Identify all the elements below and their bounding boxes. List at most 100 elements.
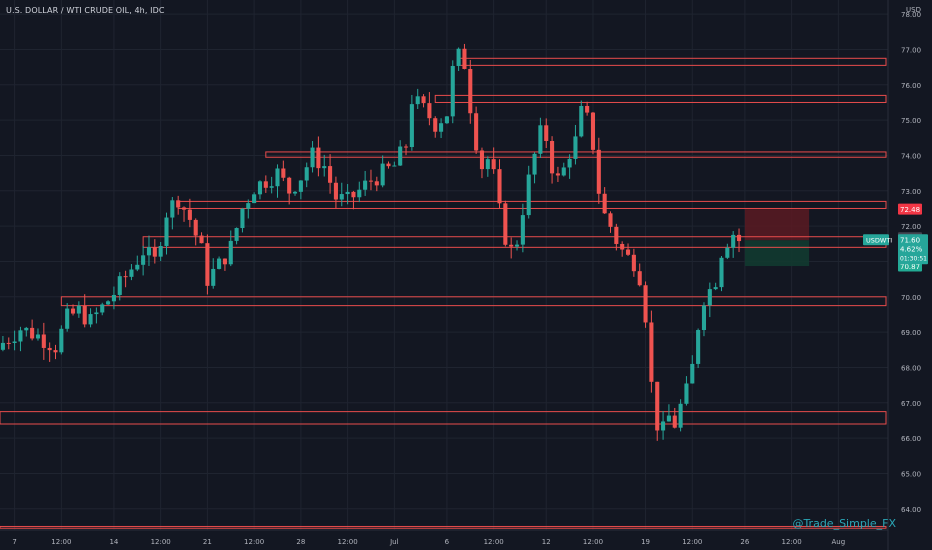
candle-body <box>24 327 29 331</box>
candle <box>532 152 537 184</box>
candle <box>6 337 11 350</box>
candle <box>678 399 683 432</box>
candle-body <box>403 146 409 148</box>
candle-body <box>12 341 17 343</box>
candle <box>433 116 438 138</box>
y-tick-label: 67.00 <box>901 400 921 408</box>
candle <box>427 92 432 126</box>
candle-body <box>538 125 543 154</box>
candle <box>538 117 543 158</box>
candle <box>222 258 227 271</box>
candle-body <box>625 249 631 255</box>
y-tick-label: 66.00 <box>901 435 921 443</box>
candle-body <box>666 415 671 422</box>
candle-body <box>316 147 321 169</box>
candle <box>707 282 712 318</box>
candle <box>731 231 736 258</box>
candle-body <box>146 247 152 256</box>
candle <box>625 243 631 256</box>
candle <box>713 282 718 291</box>
candle-body <box>164 217 169 246</box>
candle-body <box>281 168 286 178</box>
watermark: @Trade_Simple_FX <box>792 517 896 530</box>
candle <box>637 263 642 287</box>
candle-body <box>707 289 712 306</box>
candle <box>690 355 695 384</box>
candle <box>41 322 46 360</box>
candle-body <box>211 268 216 286</box>
candle <box>88 308 93 328</box>
candle-body <box>643 285 648 323</box>
candle-body <box>181 207 187 210</box>
candle-body <box>30 327 35 339</box>
candle-body <box>368 180 374 182</box>
candle-body <box>427 103 432 119</box>
candle-body <box>328 166 333 183</box>
candle-body <box>579 105 584 137</box>
y-tick-label: 64.00 <box>901 506 921 514</box>
candle-body <box>701 305 707 331</box>
candle <box>468 59 473 124</box>
candle-body <box>53 350 58 353</box>
candle <box>544 118 549 149</box>
candle-body <box>152 247 157 257</box>
x-tick-label: 12:00 <box>244 538 264 546</box>
candle-body <box>298 180 303 192</box>
candle-body <box>357 189 362 198</box>
candle-body <box>550 140 555 174</box>
grid-lines <box>0 0 888 530</box>
candle-body <box>76 305 81 314</box>
candle <box>474 106 479 154</box>
x-tick-label: 19 <box>641 538 650 546</box>
candle <box>24 326 29 337</box>
candle <box>76 301 81 318</box>
candle <box>100 302 105 316</box>
x-tick-label: 12:00 <box>682 538 702 546</box>
candle-body <box>398 146 403 166</box>
candle <box>123 270 128 288</box>
candle <box>392 161 397 167</box>
candle <box>281 160 286 182</box>
candle-body <box>94 312 99 315</box>
candle-body <box>88 314 93 325</box>
y-tick-label: 73.00 <box>901 188 921 196</box>
candle <box>135 255 140 272</box>
candle <box>287 176 292 205</box>
candle <box>187 198 192 228</box>
candle <box>596 137 601 204</box>
candle <box>47 342 52 362</box>
candle <box>298 180 303 200</box>
candle <box>170 197 175 230</box>
candle <box>386 161 391 169</box>
candle <box>333 176 338 209</box>
candle <box>631 248 636 277</box>
candle-body <box>287 177 292 194</box>
bar-countdown: 01:30:51 <box>900 255 927 262</box>
candle-body <box>696 330 701 364</box>
candle <box>205 234 210 295</box>
candle-body <box>187 209 192 220</box>
candle-body <box>608 213 613 227</box>
symbol-name-bg <box>863 234 889 246</box>
candle-body <box>234 228 239 241</box>
candle <box>620 241 625 257</box>
candle <box>129 264 134 281</box>
candle <box>444 116 449 124</box>
candle <box>30 319 35 341</box>
candle <box>158 241 163 262</box>
candle <box>561 162 566 177</box>
candle <box>550 136 555 184</box>
candle-body <box>380 163 385 186</box>
symbol-tag: USDWTI 71.604.62% 01:30:51 <box>863 234 928 265</box>
candle <box>211 258 216 289</box>
x-tick-label: 12:00 <box>51 538 71 546</box>
candle-body <box>228 240 233 265</box>
candle-body <box>386 163 391 167</box>
candle-body <box>462 48 467 69</box>
candle <box>719 255 724 292</box>
candle <box>18 326 23 352</box>
candle-body <box>602 193 607 214</box>
y-tick-label: 70.00 <box>901 294 921 302</box>
candle <box>269 176 274 194</box>
